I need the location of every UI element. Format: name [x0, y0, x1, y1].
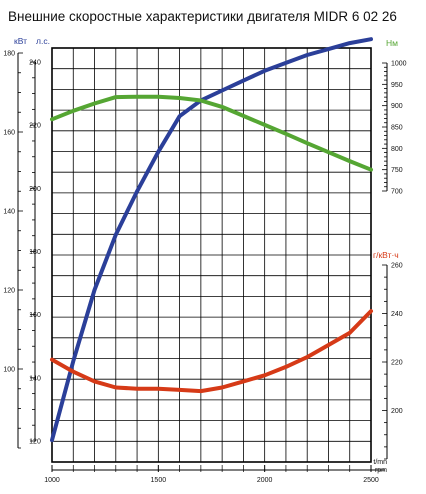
nm-series-line — [50, 94, 373, 172]
x-tick-label: 1500 — [151, 477, 167, 484]
x-tick-label: 1000 — [44, 477, 60, 484]
sfc-axis-label: г/кВт·ч — [373, 250, 399, 260]
kw-series-line — [50, 37, 373, 443]
hp-tick-label: 180 — [29, 249, 41, 256]
kw-axis-label: кВт — [14, 36, 27, 46]
sfc-series-line — [50, 309, 373, 394]
sfc-tick-label: 240 — [391, 311, 403, 318]
nm-tick-label: 1000 — [391, 61, 407, 68]
hp-tick-label: 240 — [29, 60, 41, 67]
hp-tick-label: 140 — [29, 375, 41, 382]
hp-tick-label: 120 — [29, 439, 41, 446]
nm-tick-label: 850 — [391, 125, 403, 132]
nm-tick-label: 700 — [391, 189, 403, 196]
sfc-tick-label: 260 — [391, 263, 403, 270]
chart-title: Внешние скоростные характеристики двигат… — [8, 9, 397, 24]
hp-tick-label: 220 — [29, 123, 41, 130]
kw-tick-label: 140 — [3, 209, 15, 216]
kw-tick-label: 180 — [3, 51, 15, 58]
hp-tick-label: 160 — [29, 312, 41, 319]
x-tick-label: 2000 — [257, 477, 273, 484]
hp-axis-label: л.с. — [36, 36, 50, 46]
nm-tick-label: 900 — [391, 103, 403, 110]
nm-axis-label: Нм — [386, 38, 398, 48]
kw-tick-label: 100 — [3, 367, 15, 374]
sfc-tick-label: 200 — [391, 408, 403, 415]
kw-tick-label: 120 — [3, 288, 15, 295]
plot-frame — [51, 47, 372, 463]
series — [50, 37, 373, 443]
hp-tick-label: 200 — [29, 186, 41, 193]
x-axis-label-top: t/mn — [373, 459, 387, 466]
kw-tick-label: 160 — [3, 130, 15, 137]
sfc-tick-label: 220 — [391, 360, 403, 367]
nm-tick-label: 800 — [391, 146, 403, 153]
nm-tick-label: 750 — [391, 167, 403, 174]
x-axis-label-bottom: rpm — [375, 467, 387, 474]
nm-tick-label: 950 — [391, 82, 403, 89]
x-tick-label: 2500 — [363, 477, 379, 484]
grid — [51, 47, 372, 463]
